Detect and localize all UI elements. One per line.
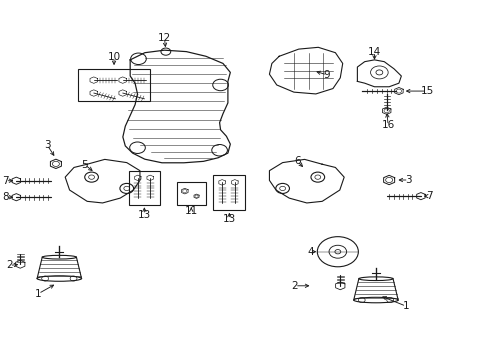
Text: 5: 5 [81, 159, 88, 170]
Text: 1: 1 [403, 301, 410, 311]
Bar [213, 175, 245, 211]
Text: 2: 2 [292, 281, 298, 291]
Text: 15: 15 [420, 86, 434, 96]
Text: 7: 7 [426, 191, 433, 201]
Text: 10: 10 [107, 52, 121, 62]
Text: 16: 16 [382, 121, 395, 130]
Bar [129, 171, 160, 205]
Text: 12: 12 [158, 33, 171, 42]
Text: 11: 11 [185, 206, 198, 216]
Text: 4: 4 [308, 247, 314, 257]
Text: 2: 2 [6, 260, 13, 270]
Bar [78, 69, 150, 101]
Text: 3: 3 [44, 140, 50, 150]
Text: 6: 6 [294, 156, 300, 166]
Text: 1: 1 [35, 289, 42, 299]
Text: 7: 7 [2, 176, 9, 186]
Text: 14: 14 [368, 46, 381, 57]
Text: 9: 9 [324, 70, 330, 80]
Text: 3: 3 [405, 175, 412, 185]
Text: 8: 8 [2, 192, 9, 202]
Bar [176, 182, 206, 205]
Text: 13: 13 [138, 210, 151, 220]
Text: 13: 13 [223, 215, 236, 224]
